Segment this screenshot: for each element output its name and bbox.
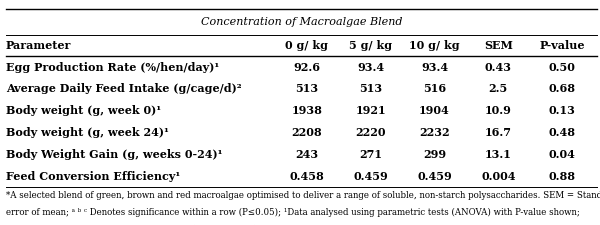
Text: 0.88: 0.88 — [548, 171, 575, 182]
Text: Body Weight Gain (g, weeks 0-24)¹: Body Weight Gain (g, weeks 0-24)¹ — [6, 149, 223, 160]
Text: Average Daily Feed Intake (g/cage/d)²: Average Daily Feed Intake (g/cage/d)² — [6, 83, 242, 94]
Text: P-value: P-value — [539, 40, 585, 51]
Text: 0.04: 0.04 — [548, 149, 575, 160]
Text: 2.5: 2.5 — [488, 83, 508, 94]
Text: Feed Conversion Efficiency¹: Feed Conversion Efficiency¹ — [6, 171, 180, 182]
Text: 0.48: 0.48 — [548, 127, 575, 138]
Text: 0 g/ kg: 0 g/ kg — [286, 40, 328, 51]
Text: 93.4: 93.4 — [421, 62, 448, 73]
Text: 0.68: 0.68 — [548, 83, 575, 94]
Text: 1921: 1921 — [355, 105, 386, 116]
Text: error of mean; ᵃ ᵇ ᶜ Denotes significance within a row (P≤0.05); ¹Data analysed : error of mean; ᵃ ᵇ ᶜ Denotes significanc… — [6, 208, 580, 217]
Text: 10.9: 10.9 — [485, 105, 512, 116]
Text: Body weight (g, week 0)¹: Body weight (g, week 0)¹ — [6, 105, 161, 116]
Text: Body weight (g, week 24)¹: Body weight (g, week 24)¹ — [6, 127, 169, 138]
Text: 299: 299 — [423, 149, 446, 160]
Text: 0.43: 0.43 — [485, 62, 512, 73]
Text: 16.7: 16.7 — [485, 127, 512, 138]
Text: 13.1: 13.1 — [485, 149, 512, 160]
Text: 93.4: 93.4 — [357, 62, 384, 73]
Text: 2220: 2220 — [355, 127, 386, 138]
Text: Parameter: Parameter — [6, 40, 71, 51]
Text: 516: 516 — [423, 83, 446, 94]
Text: 2232: 2232 — [419, 127, 450, 138]
Text: 92.6: 92.6 — [293, 62, 320, 73]
Text: Concentration of Macroalgae Blend: Concentration of Macroalgae Blend — [201, 17, 402, 27]
Text: 5 g/ kg: 5 g/ kg — [349, 40, 392, 51]
Text: 1938: 1938 — [292, 105, 322, 116]
Text: Egg Production Rate (%/hen/day)¹: Egg Production Rate (%/hen/day)¹ — [6, 62, 219, 73]
Text: *A selected blend of green, brown and red macroalgae optimised to deliver a rang: *A selected blend of green, brown and re… — [6, 191, 600, 200]
Text: 10 g/ kg: 10 g/ kg — [409, 40, 460, 51]
Text: 243: 243 — [295, 149, 319, 160]
Text: 0.004: 0.004 — [481, 171, 515, 182]
Text: 0.459: 0.459 — [417, 171, 452, 182]
Text: SEM: SEM — [484, 40, 513, 51]
Text: 0.458: 0.458 — [289, 171, 324, 182]
Text: 0.13: 0.13 — [548, 105, 575, 116]
Text: 1904: 1904 — [419, 105, 450, 116]
Text: 0.50: 0.50 — [548, 62, 575, 73]
Text: 271: 271 — [359, 149, 382, 160]
Text: 2208: 2208 — [292, 127, 322, 138]
Text: 513: 513 — [359, 83, 382, 94]
Text: 0.459: 0.459 — [353, 171, 388, 182]
Text: 513: 513 — [295, 83, 319, 94]
